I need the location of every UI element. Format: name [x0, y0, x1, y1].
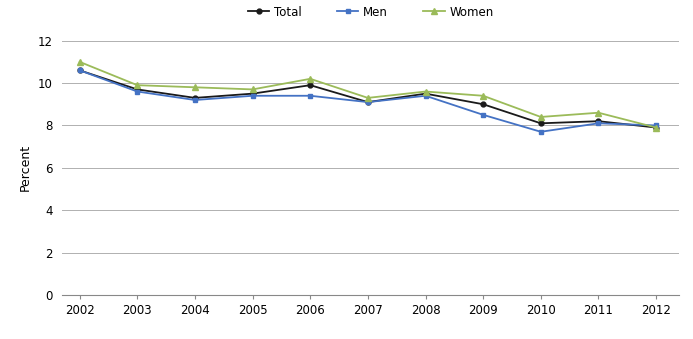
Men	[652, 123, 660, 127]
Women	[421, 89, 430, 94]
Line: Total: Total	[77, 68, 658, 130]
Women	[652, 125, 660, 129]
Total	[191, 96, 199, 100]
Women	[595, 111, 603, 115]
Women	[191, 85, 199, 89]
Y-axis label: Percent: Percent	[19, 144, 32, 192]
Line: Women: Women	[76, 59, 659, 131]
Total	[364, 100, 372, 104]
Men	[133, 89, 141, 94]
Women	[76, 60, 84, 64]
Men	[191, 98, 199, 102]
Total	[248, 92, 256, 96]
Men	[595, 121, 603, 125]
Men	[248, 94, 256, 98]
Line: Men: Men	[77, 68, 658, 134]
Men	[421, 94, 430, 98]
Men	[76, 68, 84, 72]
Total	[421, 92, 430, 96]
Men	[536, 130, 545, 134]
Men	[479, 113, 487, 117]
Total	[536, 121, 545, 125]
Men	[364, 100, 372, 104]
Total	[133, 87, 141, 92]
Women	[364, 96, 372, 100]
Total	[306, 83, 315, 87]
Legend: Total, Men, Women: Total, Men, Women	[243, 1, 498, 23]
Women	[536, 115, 545, 119]
Women	[248, 87, 256, 92]
Total	[76, 68, 84, 72]
Total	[652, 125, 660, 129]
Women	[479, 94, 487, 98]
Women	[133, 83, 141, 87]
Women	[306, 77, 315, 81]
Total	[595, 119, 603, 123]
Total	[479, 102, 487, 106]
Men	[306, 94, 315, 98]
